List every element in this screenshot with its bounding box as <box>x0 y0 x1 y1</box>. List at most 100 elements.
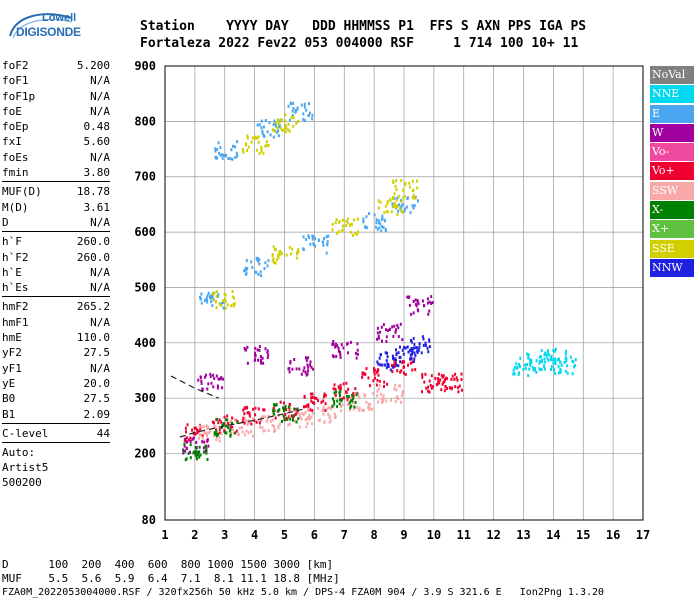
data-point-voplus <box>243 412 246 416</box>
data-point-sse <box>222 299 225 303</box>
data-point-nne <box>573 364 576 367</box>
data-point-w <box>342 346 345 350</box>
data-point-ssw <box>271 412 274 416</box>
data-point-xminus <box>338 391 341 395</box>
data-point-voplus <box>303 395 306 399</box>
data-point-sse <box>267 144 270 147</box>
data-point-voplus <box>183 439 186 443</box>
data-point-e <box>317 238 320 242</box>
y-tick-label: 400 <box>134 336 156 350</box>
data-point-e <box>272 135 275 139</box>
data-point-w <box>197 378 200 382</box>
data-point-w <box>415 303 417 306</box>
data-point-e <box>379 222 382 226</box>
data-point-nne <box>527 374 530 377</box>
data-point-nnw <box>413 346 416 350</box>
data-point-e <box>398 203 401 207</box>
data-point-w <box>203 375 206 379</box>
data-point-sse <box>276 126 279 130</box>
data-point-nnw <box>410 356 413 360</box>
data-point-ssw <box>237 433 240 437</box>
data-point-voplus <box>310 396 313 400</box>
data-point-xminus <box>354 400 357 404</box>
data-point-ssw <box>394 400 397 403</box>
y-tick-label: 200 <box>134 447 156 461</box>
data-point-e <box>278 124 281 128</box>
param-row: fxI 5.60 <box>2 134 110 149</box>
data-point-xminus <box>331 404 334 408</box>
data-point-w <box>426 297 429 301</box>
data-point-voplus <box>362 371 365 375</box>
data-point-nne <box>571 372 574 376</box>
data-point-xminus <box>282 414 285 418</box>
data-point-e <box>204 298 206 302</box>
data-point-sse <box>393 201 396 205</box>
data-point-nne <box>569 355 572 359</box>
footer-file-info: FZA0M_2022053004000.RSF / 320fx256h 50 k… <box>2 587 605 598</box>
param-row: foF1p N/A <box>2 89 110 104</box>
data-point-xminus <box>348 401 351 405</box>
data-point-voplus <box>196 428 199 432</box>
data-point-voplus <box>421 375 424 379</box>
data-point-xminus <box>283 418 286 422</box>
data-point-ssw <box>376 389 379 393</box>
data-point-e <box>384 229 387 232</box>
param-name: yE <box>2 376 16 390</box>
data-point-ssw <box>298 413 301 417</box>
data-point-w <box>185 447 188 450</box>
data-point-nne <box>549 356 552 360</box>
data-point-voplus <box>192 432 195 436</box>
data-point-nnw <box>399 356 402 359</box>
data-point-w <box>339 350 341 354</box>
data-point-xminus <box>221 423 224 427</box>
data-point-nne <box>554 347 557 351</box>
data-point-w <box>288 367 291 370</box>
data-point-voplus <box>411 368 414 372</box>
data-point-sse <box>224 306 227 310</box>
data-point-nnw <box>412 337 415 340</box>
data-point-xminus <box>333 399 336 403</box>
data-point-voplus <box>421 373 424 376</box>
data-point-nnw <box>410 347 413 351</box>
data-point-voplus <box>291 414 293 418</box>
data-point-nne <box>546 351 549 355</box>
data-point-sse <box>276 254 279 258</box>
data-point-voplus <box>334 387 337 391</box>
data-point-e <box>254 270 257 274</box>
data-point-voplus <box>292 416 294 420</box>
data-point-sse <box>275 121 278 125</box>
data-point-voplus <box>226 414 229 418</box>
data-point-e <box>382 226 385 229</box>
data-point-ssw <box>301 411 304 415</box>
data-point-sse <box>391 196 394 199</box>
data-point-xminus <box>289 417 292 421</box>
data-point-voplus <box>424 372 427 376</box>
data-point-xminus <box>280 420 283 423</box>
data-point-sse <box>356 232 359 236</box>
data-point-sse <box>278 252 281 256</box>
data-point-voplus <box>218 418 221 422</box>
data-point-w <box>307 356 310 360</box>
data-point-ssw <box>213 434 216 438</box>
data-point-w <box>410 312 413 316</box>
data-point-ssw <box>395 396 398 400</box>
data-point-ssw <box>376 394 379 398</box>
data-point-sse <box>287 128 290 132</box>
data-point-ssw <box>218 439 221 443</box>
data-point-e <box>308 236 310 239</box>
data-point-w <box>339 355 342 359</box>
data-point-ssw <box>398 384 401 388</box>
data-point-nne <box>566 371 569 375</box>
data-point-ssw <box>259 425 262 429</box>
legend-item-xplus: X+ <box>650 220 694 239</box>
data-point-e <box>381 225 384 229</box>
data-point-e <box>378 221 381 225</box>
data-point-xminus <box>335 390 338 394</box>
data-point-e <box>397 209 400 213</box>
x-tick-label: 1 <box>161 528 168 542</box>
data-point-ssw <box>266 417 269 421</box>
param-name: foF2 <box>2 59 29 72</box>
data-point-xminus <box>333 402 336 406</box>
data-point-nne <box>572 360 575 364</box>
data-point-nne <box>515 362 518 366</box>
